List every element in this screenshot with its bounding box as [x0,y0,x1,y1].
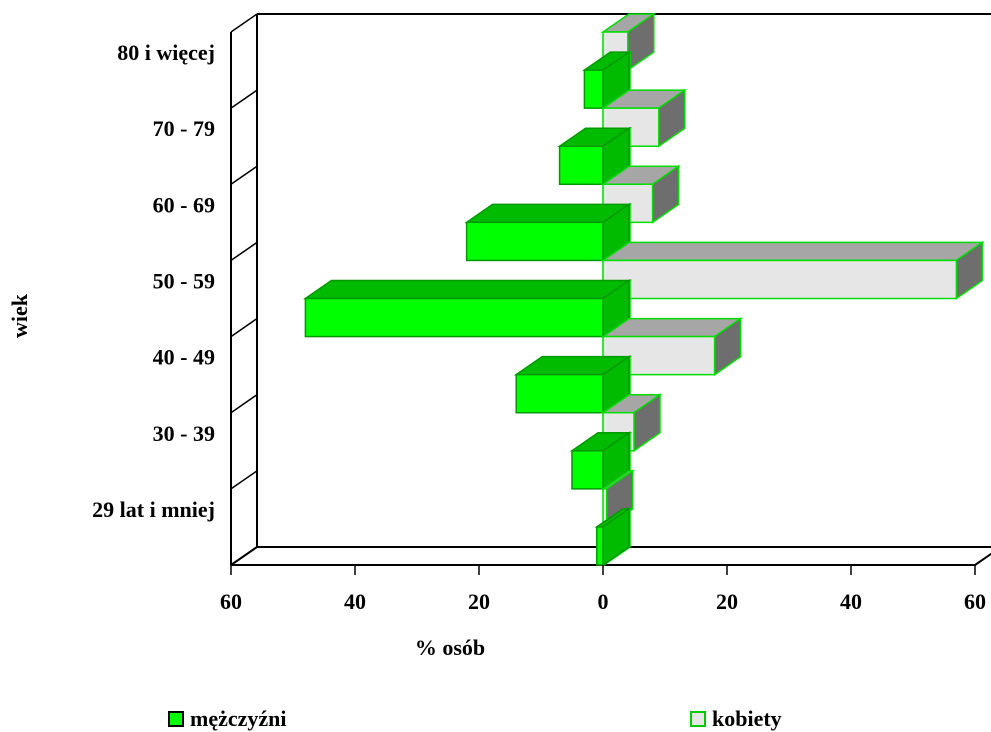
y-tick-mark [230,241,258,262]
legend-label-women: kobiety [712,706,782,731]
men-bar [513,355,632,415]
y-tick-mark [230,13,258,33]
y-tick-mark [230,165,258,185]
bar-front-face [583,69,604,109]
y-tick-label: 50 - 59 [153,269,215,294]
legend-swatch-men [168,711,184,727]
tick-layer: 29 lat i mniej 30 - 39 40 - 49 50 - 59 60 - … [92,13,986,614]
bar-front-face [571,450,604,490]
bars-layer [302,12,985,567]
x-tick-label: 0 [598,589,609,614]
men-bar [302,279,632,339]
bar-front-face [596,526,604,566]
y-tick-label: 60 - 69 [153,192,215,217]
legend-item-men: mężczyźni [168,706,287,732]
y-tick-mark [230,470,258,490]
x-axis-title: % osób [415,635,485,660]
men-bar [594,507,632,567]
x-tick-label: 40 [344,589,366,614]
y-axis-title: wiek [7,293,32,338]
bar-top-face [600,241,985,262]
women-bar [600,317,744,377]
legend-label-men: mężczyźni [190,706,287,731]
y-tick-mark [230,546,258,566]
y-tick-label: 29 lat i mniej [92,497,215,522]
bar-front-face [304,297,604,338]
women-bar [600,240,985,300]
x-tick-label: 60 [964,589,986,614]
x-tick-label: 20 [716,589,738,614]
legend-item-women: kobiety [690,706,782,732]
y-tick-label: 80 i więcej [117,40,215,65]
bar-front-face [558,145,604,186]
bar-top-face [302,279,632,300]
y-tick-mark [230,89,258,109]
y-tick-mark [230,394,258,414]
floor-right-edge [974,552,991,566]
bar-front-face [602,259,958,300]
y-tick-mark [230,317,258,338]
men-bar [464,202,632,262]
x-tick-label: 20 [468,589,490,614]
bar-front-face [515,373,604,414]
legend-swatch-women [690,711,706,727]
y-tick-label: 70 - 79 [153,116,215,141]
bar-front-face [465,221,604,262]
x-tick-label: 40 [840,589,862,614]
x-tick-label: 60 [220,589,242,614]
bar-front-face [602,335,716,376]
y-tick-label: 30 - 39 [153,421,215,446]
y-tick-label: 40 - 49 [153,345,215,370]
bar-top-face [464,203,632,224]
